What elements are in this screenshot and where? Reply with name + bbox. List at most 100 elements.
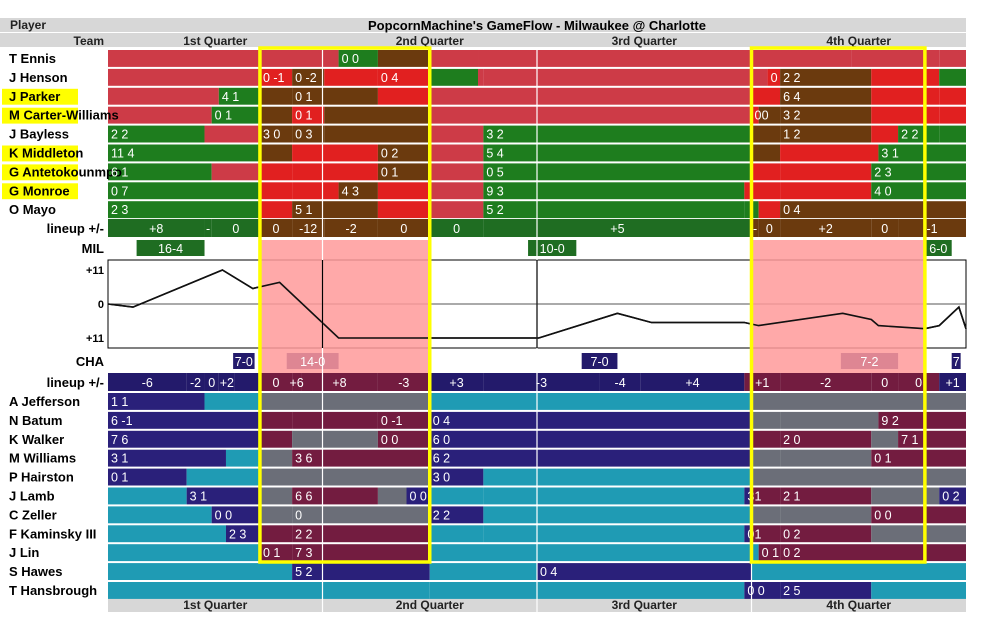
mil-stint-stat: 11 4 (111, 147, 134, 161)
mil-lineup-bar (780, 219, 872, 237)
mil-stint-stat: 0 1 (295, 90, 312, 104)
mil-stint-bar (324, 106, 430, 124)
yellow-highlight-box (258, 46, 432, 564)
cha-stint-stat: 2 5 (783, 584, 800, 598)
mil-stint-bar (483, 163, 752, 181)
mil-stint-bar (108, 68, 260, 86)
cha-lineup-bar (301, 373, 378, 391)
mil-lineup-value: 0 (766, 222, 773, 236)
quarter-label-bottom: 4th Quarter (826, 598, 891, 612)
mil-stint-bar (108, 144, 260, 162)
mil-scoring-run (924, 240, 952, 256)
cha-stint-bar (871, 506, 966, 524)
mil-stint-bar (338, 50, 378, 67)
player-highlight (2, 145, 78, 162)
mil-stint-bar (292, 182, 339, 200)
cha-stint-bar (780, 449, 872, 467)
cha-lineup-bar (939, 373, 966, 391)
cha-stint-bar (744, 582, 781, 599)
cha-stint-bar (108, 393, 205, 410)
cha-player-name: J Lin (9, 545, 39, 560)
cha-lineup-bar (204, 373, 219, 391)
mil-run-label: MIL (82, 241, 104, 256)
cha-lineup-value: +1 (755, 376, 769, 390)
mil-stint-bar (259, 201, 293, 219)
cha-stint-stat: 7 6 (111, 433, 128, 447)
mil-stint-stat: 4 0 (874, 184, 891, 198)
cha-stint-bar (292, 411, 378, 429)
cha-stint-bar (744, 487, 752, 505)
flow-axis-mid: 0 (98, 299, 104, 311)
mil-stint-bar (259, 106, 293, 124)
cha-stint-bar (537, 563, 752, 580)
cha-player-name: K Walker (9, 432, 64, 447)
cha-stint-bar (871, 430, 899, 448)
cha-stint-stat: 2 3 (229, 527, 246, 541)
mil-stint-stat: 0 1 (215, 109, 232, 123)
cha-run-label: CHA (76, 354, 105, 369)
mil-player-name: G Antetokounmpo (9, 164, 122, 179)
run-shade-region (751, 240, 925, 260)
mil-stint-bar (292, 106, 325, 124)
cha-stint-bar (108, 563, 293, 580)
cha-stint-bar (939, 487, 966, 505)
cha-player-name: A Jefferson (9, 394, 80, 409)
mil-stint-bar (218, 87, 260, 105)
mil-stint-stat: 3 0 (263, 128, 280, 142)
mil-lineup-bar (292, 219, 325, 237)
mil-stint-bar (780, 106, 872, 124)
mil-scoring-run-text: 10-0 (540, 242, 565, 256)
mil-stint-bar (108, 125, 205, 143)
mil-stint-bar (871, 182, 966, 200)
yellow-highlight-box (749, 46, 927, 564)
mil-stint-bar (939, 68, 966, 86)
mil-stint-bar (259, 182, 293, 200)
quarter-label-bottom: 1st Quarter (183, 598, 247, 612)
player-highlight (2, 107, 78, 124)
cha-lineup-value: -2 (820, 376, 831, 390)
mil-stint-stat: 4 1 (222, 90, 239, 104)
cha-stint-bar (751, 525, 781, 543)
mil-scoring-run (528, 240, 577, 256)
mil-stint-bar (751, 68, 768, 86)
cha-lineup-bar (483, 373, 600, 391)
cha-stint-bar (108, 411, 260, 429)
mil-stint-bar (108, 87, 219, 105)
cha-stint-bar (780, 506, 872, 524)
cha-lineup-bar (259, 373, 293, 391)
mil-stint-bar (292, 163, 378, 181)
player-highlight (2, 88, 78, 105)
cha-stint-bar (211, 506, 260, 524)
cha-stint-stat: 9 2 (881, 414, 898, 428)
mil-stint-bar (259, 163, 293, 181)
mil-stint-bar (751, 163, 781, 181)
mil-stint-stat: 5 4 (486, 147, 503, 161)
mil-stint-stat: 2 2 (111, 128, 128, 142)
mil-stint-bar (939, 125, 966, 143)
cha-lineup-value: -3 (536, 376, 547, 390)
cha-stint-stat: 6 2 (433, 452, 450, 466)
cha-player-name: C Zeller (9, 507, 57, 522)
cha-stint-stat: 0 0 (410, 490, 427, 504)
cha-stint-bar (429, 468, 484, 486)
mil-stint-stat: 3 2 (486, 128, 503, 142)
cha-stint-bar (871, 487, 940, 505)
mil-stint-stat: 9 3 (486, 184, 503, 198)
mil-stint-stat: 0 2 (381, 147, 398, 161)
mil-stint-bar (780, 144, 879, 162)
mil-player-name: O Mayo (9, 202, 56, 217)
mil-stint-bar (780, 125, 872, 143)
mil-stint-bar (377, 144, 430, 162)
mil-stint-bar (767, 68, 781, 86)
cha-scoring-run-text: 7-0 (591, 355, 609, 369)
cha-stint-bar (871, 582, 966, 599)
cha-stint-bar (292, 430, 378, 448)
cha-stint-bar (259, 393, 430, 410)
mil-stint-bar (898, 125, 940, 143)
cha-stint-stat: 6 -1 (111, 414, 133, 428)
cha-stint-bar (377, 430, 430, 448)
cha-stint-bar (204, 393, 260, 410)
cha-scoring-run-text: 7-2 (860, 355, 878, 369)
mil-stint-bar (939, 106, 966, 124)
